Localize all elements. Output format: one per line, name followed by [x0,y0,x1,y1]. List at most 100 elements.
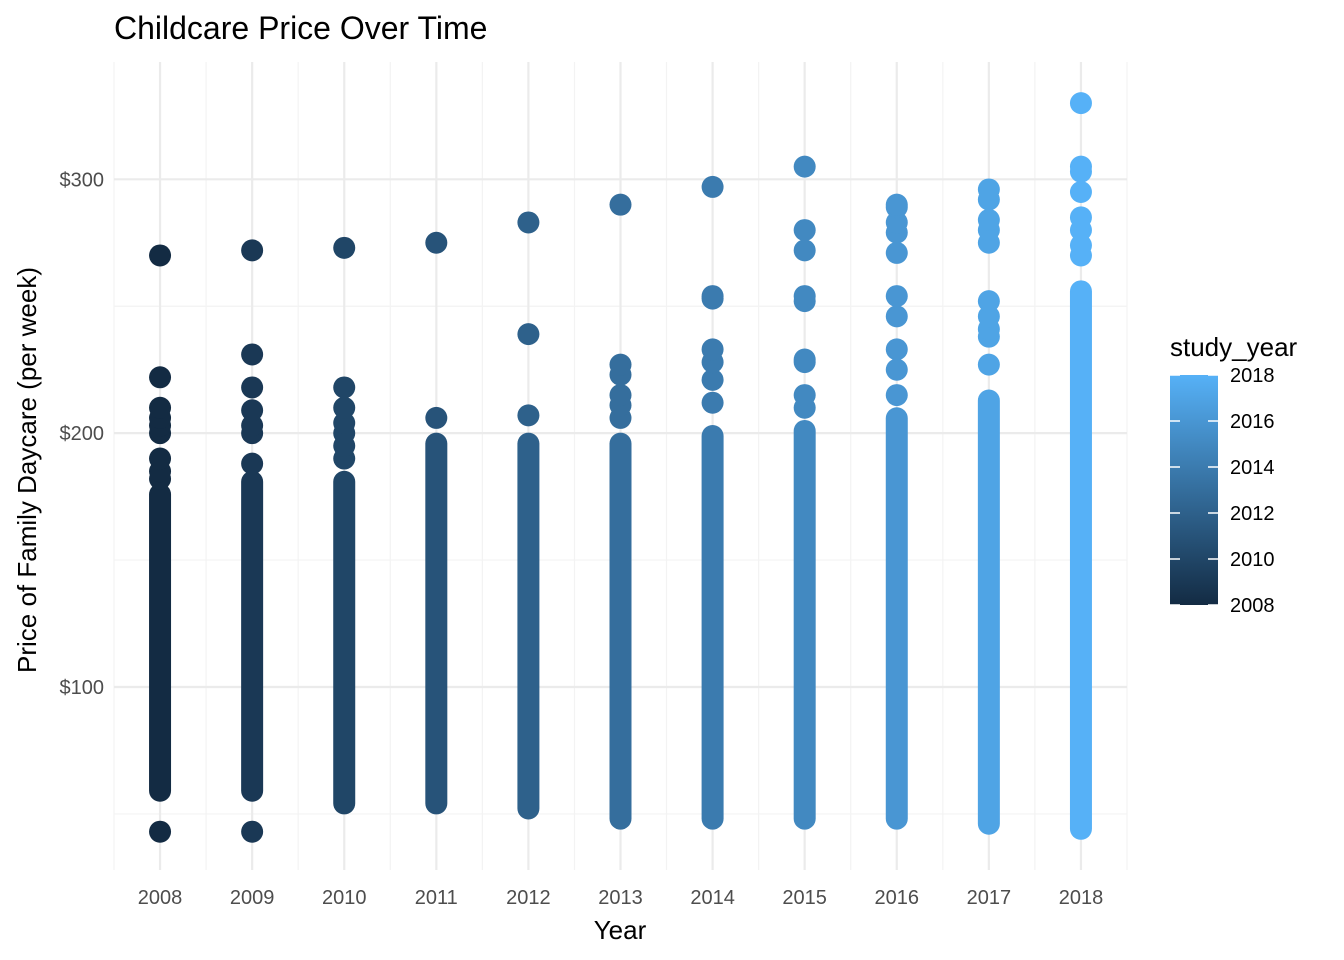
data-point [149,244,172,267]
point-band [149,483,172,802]
data-point [977,290,1000,313]
series-2010 [333,236,356,815]
x-tick-label: 2017 [967,887,1012,909]
data-point [1069,180,1092,203]
data-point [1069,92,1092,115]
data-point [609,384,632,407]
data-point [149,447,172,470]
x-tick-label: 2008 [138,887,183,909]
point-band [1069,280,1092,840]
data-point [701,285,724,308]
data-point [149,396,172,419]
legend-tick-label: 2018 [1230,365,1275,387]
data-point [425,406,448,429]
data-point [793,239,816,262]
data-point [241,820,264,843]
point-band [977,389,1000,835]
x-tick-label: 2011 [415,887,458,909]
data-point [793,155,816,178]
data-point [241,376,264,399]
data-point [885,305,908,328]
point-band [425,432,448,815]
data-point [885,241,908,264]
y-tick-label: $200 [60,423,105,445]
legend-tick-label: 2016 [1230,411,1275,433]
data-point [609,193,632,216]
data-point [885,358,908,381]
point-band [333,470,356,815]
x-tick-label: 2015 [782,887,827,909]
series-2012 [517,211,540,820]
legend-tick-label: 2008 [1230,595,1275,617]
data-point [885,285,908,308]
data-point [149,820,172,843]
series-2008 [149,244,172,843]
data-point [885,384,908,407]
point-band [609,432,632,830]
point-band [701,425,724,830]
y-tick-label: $100 [60,677,105,699]
point-band [241,470,264,802]
data-point [1069,234,1092,257]
data-point [701,391,724,414]
axes: $100 $200 $300 2008 2009 2010 2011 2012 2013 2014… [60,169,1104,909]
data-point [977,305,1000,328]
data-points [149,92,1092,843]
data-point [701,368,724,391]
data-point [885,338,908,361]
data-point [793,219,816,242]
legend-tick-label: 2010 [1230,549,1275,571]
data-point [885,211,908,234]
data-point [241,414,264,437]
x-tick-label: 2016 [875,887,920,909]
data-point [241,399,264,422]
data-point [977,178,1000,201]
x-tick-label: 2018 [1059,887,1104,909]
legend-tick-label: 2014 [1230,457,1275,479]
y-tick-label: $300 [60,169,105,191]
data-point [241,452,264,475]
y-axis-title: Price of Family Daycare (per week) [12,267,42,673]
data-point [1069,155,1092,178]
x-tick-label: 2014 [690,887,735,909]
data-point [977,353,1000,376]
series-2018 [1069,92,1092,840]
x-axis-title: Year [594,915,647,945]
series-2016 [885,193,908,830]
data-point [333,396,356,419]
x-tick-label: 2012 [506,887,551,909]
point-band [517,432,540,820]
series-2015 [793,155,816,830]
data-point [333,376,356,399]
legend-colorbar [1170,375,1218,605]
series-2009 [241,239,264,843]
data-point [609,353,632,376]
data-point [333,411,356,434]
data-point [517,323,540,346]
data-point [793,384,816,407]
legend-title: study_year [1170,332,1298,362]
series-2013 [609,193,632,830]
x-tick-label: 2009 [230,887,275,909]
data-point [149,366,172,389]
series-2017 [977,178,1000,835]
point-band [885,407,908,830]
data-point [333,236,356,259]
data-point [793,348,816,371]
data-point [517,404,540,427]
legend: study_year 2018 2016 2014 2012 2010 2008 [1170,332,1298,617]
data-point [241,343,264,366]
data-point [1069,206,1092,229]
data-point [977,208,1000,231]
legend-tick-label: 2012 [1230,503,1275,525]
data-point [885,193,908,216]
x-tick-label: 2013 [598,887,643,909]
data-point [701,175,724,198]
data-point [701,338,724,361]
series-2011 [425,231,448,815]
data-point [517,211,540,234]
data-point [793,285,816,308]
data-point [241,239,264,262]
chart-title: Childcare Price Over Time [114,10,487,46]
